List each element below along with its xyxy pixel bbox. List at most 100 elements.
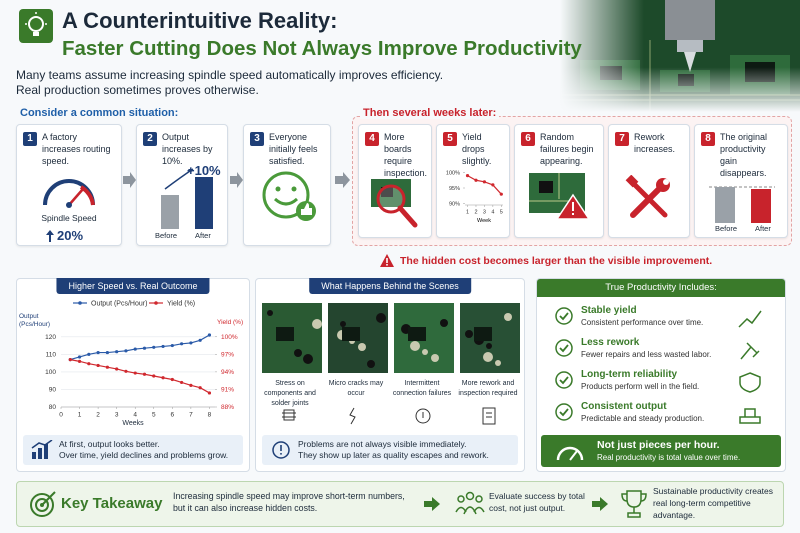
decoration <box>164 168 194 190</box>
gauge-icon <box>556 446 584 461</box>
chart-panel: Higher Speed vs. Real Outcome 80 90 100 110… <box>16 278 250 472</box>
behind-panel: What Happens Behind the Scenes Stress on… <box>255 278 525 472</box>
behind-title: What Happens Behind the Scenes <box>309 278 471 294</box>
title: A Counterintuitive Reality: <box>62 8 338 33</box>
series-point <box>142 346 147 350</box>
item-text: Products perform well in the field. <box>581 382 700 391</box>
decoration <box>556 446 584 461</box>
x-tick-label: 1 <box>466 210 469 216</box>
decoration <box>424 497 440 511</box>
step-number: 2 <box>143 132 157 146</box>
decoration <box>230 172 243 188</box>
step-number: 8 <box>701 132 715 146</box>
decoration <box>457 495 465 503</box>
series-point <box>96 350 100 355</box>
item-icon-path <box>739 408 761 424</box>
step-number: 6 <box>521 132 535 146</box>
series-point <box>142 372 147 376</box>
decoration <box>38 448 42 459</box>
y-tick-label: 95% <box>449 186 460 192</box>
series-point <box>115 367 119 371</box>
result-text: Sustainable productivity creates real lo… <box>653 486 774 520</box>
series-point <box>170 343 174 348</box>
item-icon <box>740 342 760 360</box>
note-text: At first, output looks better. Over time,… <box>59 439 228 461</box>
item-title: Long-term reliability <box>581 369 678 380</box>
decoration <box>627 512 641 518</box>
step-text: Everyone initially feels satisfied. <box>269 132 318 166</box>
item-text: Consistent performance over time. <box>581 318 704 327</box>
decoration <box>386 264 388 266</box>
item-icon <box>738 310 762 328</box>
step-card: 7 Rework increases. <box>608 124 690 238</box>
series-point <box>189 341 193 345</box>
series-point <box>491 183 495 187</box>
x-tick-label: 7 <box>189 412 193 419</box>
behind-item: Stress on components and solder joints <box>264 380 316 407</box>
item-title: Consistent output <box>581 401 667 412</box>
series-line <box>467 175 502 195</box>
alert-icon <box>272 441 290 459</box>
smiley-icon <box>262 171 316 221</box>
check-circle <box>555 307 573 325</box>
step-number: 5 <box>443 132 457 146</box>
x-axis-title: Week <box>477 218 491 224</box>
decoration <box>44 444 48 459</box>
board-photo <box>328 303 388 373</box>
item-title: Stable yield <box>581 305 637 316</box>
step-card: 1 A factory increases routing speed. Spi… <box>16 124 122 246</box>
series-point <box>161 344 165 349</box>
team-icon <box>455 491 485 515</box>
item-title: Less rework <box>581 337 640 348</box>
x-tick-label: 8 <box>208 412 212 419</box>
later-heading: Then several weeks later: <box>360 107 500 119</box>
series-point <box>152 374 156 378</box>
photo-detail <box>431 354 439 362</box>
decoration <box>397 205 418 228</box>
check-circle <box>555 403 573 421</box>
step-number: 7 <box>615 132 629 146</box>
note-line: Problems are not always visible immediat… <box>298 439 467 449</box>
chart-icon <box>31 440 53 459</box>
x-tick-label: 1 <box>78 412 82 419</box>
y2-tick-label: 97% <box>221 352 234 359</box>
trophy-icon <box>621 490 647 518</box>
inspect-icon <box>371 179 418 228</box>
photo-detail <box>267 310 273 316</box>
decoration <box>415 408 431 424</box>
line-chart: 80 90 100 110 120 88% 91% 94% 97% 100% 0 1 2 3 4 5 6 7 8 Ou… <box>45 301 238 419</box>
x-tick-label: 6 <box>171 412 175 419</box>
series-line <box>70 359 210 394</box>
mini-chart: 90% 95% 100% 1 2 3 4 5 Week <box>446 170 503 224</box>
up-arrow <box>46 230 54 242</box>
series-point <box>133 347 137 351</box>
check-icon <box>555 371 573 389</box>
item-icon-path <box>738 310 762 328</box>
decoration <box>569 450 578 461</box>
y-tick-label: 80 <box>49 404 57 411</box>
chart-note: At first, output looks better. Over time,… <box>23 435 243 465</box>
intro: Many teams assume increasing spindle spe… <box>16 68 443 98</box>
photo-detail <box>422 349 428 355</box>
y-tick-label: 120 <box>45 334 56 341</box>
series-line <box>70 334 210 361</box>
behind-note: Problems are not always visible immediat… <box>262 435 518 465</box>
photo-detail <box>440 319 448 327</box>
decoration <box>663 179 669 185</box>
legend-label: Yield (%) <box>167 301 195 308</box>
item-icon <box>739 408 761 424</box>
decoration <box>195 177 213 229</box>
photo-detail <box>408 327 426 341</box>
situation-heading: Consider a common situation: <box>20 107 179 119</box>
step-card: 8 The original productivity gain disappe… <box>694 124 788 238</box>
series-point <box>124 369 128 373</box>
change-label: 20% <box>57 228 84 243</box>
productivity-item: Stable yield Consistent performance over … <box>537 305 785 335</box>
series-point <box>133 371 137 375</box>
x-tick-label: 5 <box>152 412 156 419</box>
decoration <box>273 197 299 206</box>
gauge-label: Spindle Speed <box>41 213 97 223</box>
decoration <box>625 175 639 188</box>
evaluate-text: Evaluate success by total cost, not just… <box>489 491 585 513</box>
